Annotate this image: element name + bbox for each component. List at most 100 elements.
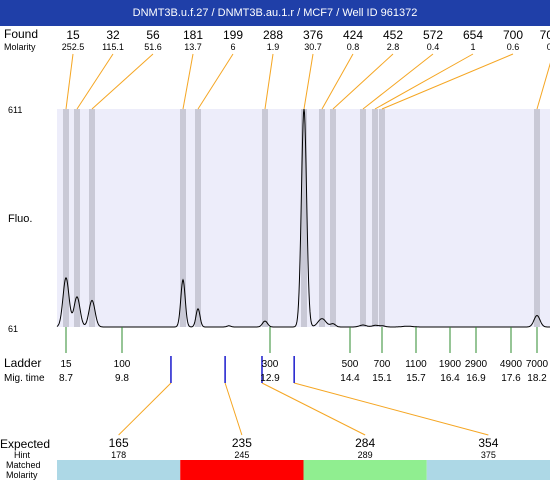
mig-time-label: Mig. time [4,373,45,384]
found-molarity-label: 13.7 [184,42,202,52]
ladder-migtime-label: 18.2 [527,373,547,384]
ladder-migtime-label: 16.9 [466,373,486,384]
found-size-label: 572 [423,28,443,42]
found-molarity-label: 252.5 [62,42,85,52]
found-molarity-label: 115.1 [102,42,124,52]
found-size-label: 700 [503,28,523,42]
peak-band [534,109,540,327]
found-connector [362,53,434,110]
found-size-label: 56 [146,28,160,42]
ladder-migtime-label: 12.9 [260,373,280,384]
ladder-size-label: 1900 [439,359,462,370]
peak-band [262,109,268,327]
found-molarity-label: 0.8 [347,42,360,52]
match-cell [57,460,181,480]
found-molarity-label: 30.7 [304,42,322,52]
found-size-label: 32 [106,28,120,42]
ladder-label: Ladder [4,356,41,370]
ladder-migtime-label: 14.4 [340,373,360,384]
ladder-size-label: 300 [262,359,279,370]
ladder-size-label: 100 [114,359,131,370]
peak-band [330,109,336,327]
peak-band [379,109,385,327]
match-cell [303,460,427,480]
found-connector [65,53,74,110]
peak-band [63,109,69,327]
ladder-size-label: 4900 [500,359,523,370]
peak-band [195,109,201,327]
found-connector [381,53,514,110]
molarity-bottom-label: Molarity [6,470,38,480]
found-size-label: 288 [263,28,283,42]
found-molarity-label: 6 [230,42,235,52]
ladder-migtime-label: 8.7 [59,373,73,384]
peak-band [74,109,80,327]
found-size-label: 199 [223,28,243,42]
expected-connector [118,382,172,436]
found-size-label: 424 [343,28,363,42]
expected-label: Expected [0,437,50,451]
found-molarity-label: 1.9 [267,42,280,52]
found-connector [182,53,194,110]
found-size-label: 376 [303,28,323,42]
ladder-migtime-label: 9.8 [115,373,129,384]
found-connector [197,53,234,110]
ladder-size-label: 700 [374,359,391,370]
y-tick-label: 61 [8,324,18,334]
hint-value: 178 [111,450,126,460]
found-label: Found [4,27,38,41]
found-molarity-label: 2.8 [387,42,400,52]
found-connector [76,53,114,110]
ladder-size-label: 500 [342,359,359,370]
ladder-size-label: 2900 [465,359,488,370]
peak-band [89,109,95,327]
ladder-migtime-label: 15.7 [406,373,426,384]
expected-connector [261,382,366,436]
y-axis-label: Fluo. [8,213,32,225]
match-cell [426,460,550,480]
expected-value: 235 [232,436,252,450]
peak-band [319,109,325,327]
found-connector [321,53,354,110]
y-tick-label: 611 [8,105,22,115]
expected-connector [224,382,243,436]
found-molarity-label: 0.6 [507,42,520,52]
found-size-label: 181 [183,28,203,42]
found-size-label: 452 [383,28,403,42]
found-connector [536,62,550,110]
ladder-migtime-label: 15.1 [372,373,392,384]
expected-value: 165 [109,436,129,450]
chart-title: DNMT3B.u.f.27 / DNMT3B.au.1.r / MCF7 / W… [0,0,550,26]
expected-value: 354 [478,436,498,450]
match-cell [180,460,304,480]
hint-value: 245 [234,450,249,460]
found-connector [332,53,394,110]
fluorescence-trace [56,108,550,328]
hint-label: Hint [14,450,31,460]
expected-value: 284 [355,436,375,450]
hint-value: 375 [481,450,496,460]
hint-value: 289 [358,450,373,460]
peak-band [360,109,366,327]
found-molarity-label: 0.4 [427,42,440,52]
ladder-migtime-label: 17.6 [501,373,521,384]
found-size-label: 7000 [540,28,550,42]
ladder-size-label: 7000 [526,359,549,370]
molarity-label: Molarity [4,42,36,52]
found-connector [264,53,274,110]
found-molarity-label: 1 [470,42,475,52]
peak-band [180,109,186,327]
ladder-size-label: 15 [60,359,72,370]
found-molarity-label: 51.6 [144,42,162,52]
found-connector [91,53,154,110]
expected-connector [294,382,489,436]
ladder-size-label: 1100 [405,359,427,370]
found-connector [374,53,474,110]
found-size-label: 15 [66,28,80,42]
found-connector [303,53,314,110]
found-molarity-label: 0.5 [547,42,550,52]
peak-band [372,109,378,327]
peak-band [301,109,307,327]
ladder-migtime-label: 16.4 [440,373,460,384]
